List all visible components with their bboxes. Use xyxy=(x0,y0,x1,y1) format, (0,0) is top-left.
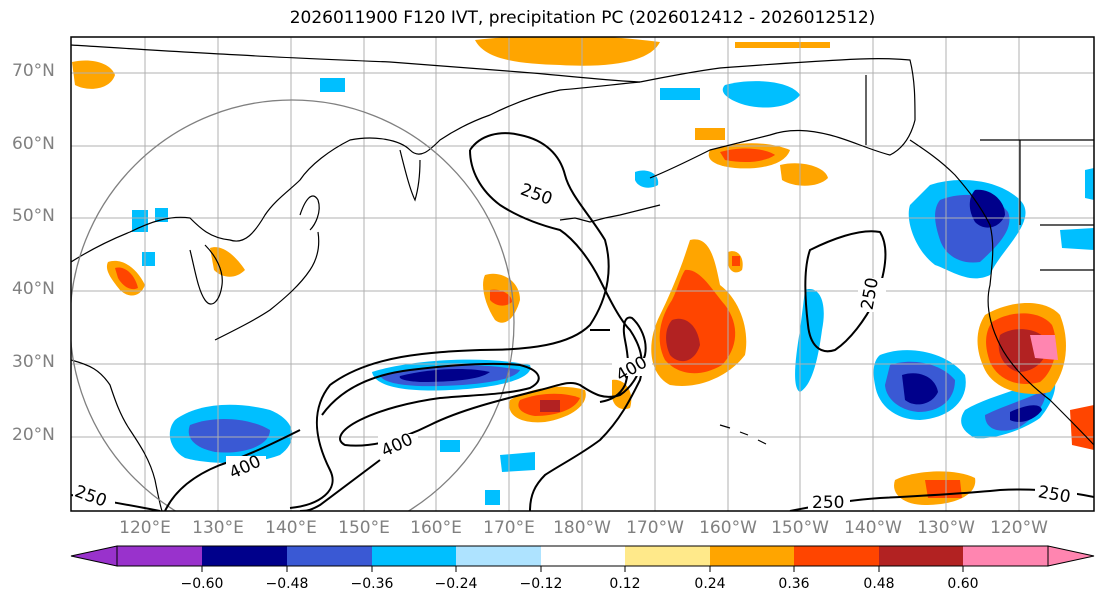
colorbar-tick-label: −0.48 xyxy=(265,576,309,592)
colorbar-tick-label: −0.36 xyxy=(350,576,394,592)
lat-label-60n: 60°N xyxy=(12,134,55,154)
colorbar-tick-label: −0.60 xyxy=(180,576,224,592)
colorbar-tick-label: 0.60 xyxy=(947,576,979,592)
lon-label-150e: 150°E xyxy=(338,518,390,538)
lon-label-120w: 120°W xyxy=(990,518,1048,538)
map-title: 2026011900 F120 IVT, precipitation PC (2… xyxy=(289,8,876,28)
lat-label-30n: 30°N xyxy=(12,352,55,372)
colorbar-tick-label: −0.12 xyxy=(519,576,563,592)
colorbar-tick-label: −0.24 xyxy=(434,576,478,592)
lat-label-20n: 20°N xyxy=(12,425,55,445)
lon-label-160w: 160°W xyxy=(699,518,757,538)
highlight-circle xyxy=(71,99,515,511)
colorbar xyxy=(70,545,1095,572)
lon-label-170w: 170°W xyxy=(626,518,684,538)
lon-label-130w: 130°W xyxy=(917,518,975,538)
lon-label-130e: 130°E xyxy=(192,518,244,538)
lon-label-180w: 180°W xyxy=(553,518,611,538)
lat-label-70n: 70°N xyxy=(12,61,55,81)
lon-label-160e: 160°E xyxy=(410,518,462,538)
lon-label-140e: 140°E xyxy=(265,518,317,538)
graticule xyxy=(71,37,1094,511)
lon-label-120e: 120°E xyxy=(119,518,171,538)
colorbar-tick-label: 0.12 xyxy=(609,576,641,592)
lon-label-140w: 140°W xyxy=(844,518,902,538)
coastlines xyxy=(71,44,1094,511)
lon-label-170e: 170°E xyxy=(483,518,535,538)
colorbar-tick-label: 0.48 xyxy=(863,576,895,592)
map-frame xyxy=(70,36,1095,512)
lon-label-150w: 150°W xyxy=(771,518,829,538)
contour-label-250-c: 250 xyxy=(812,493,844,513)
colorbar-tick-label: 0.36 xyxy=(778,576,810,592)
lat-label-50n: 50°N xyxy=(12,206,55,226)
lat-label-40n: 40°N xyxy=(12,279,55,299)
colorbar-tick-label: 0.24 xyxy=(694,576,726,592)
